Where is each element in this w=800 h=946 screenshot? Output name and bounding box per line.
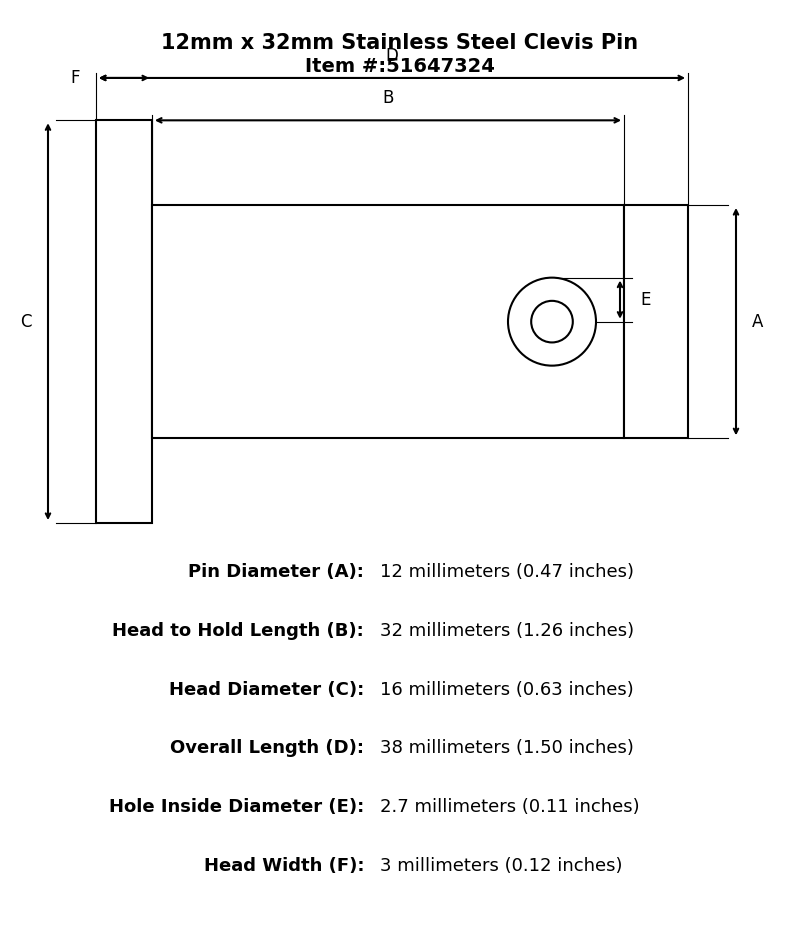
Text: E: E — [640, 290, 650, 308]
Text: 32 millimeters (1.26 inches): 32 millimeters (1.26 inches) — [380, 622, 634, 640]
Text: A: A — [752, 312, 763, 331]
Text: 2.7 millimeters (0.11 inches): 2.7 millimeters (0.11 inches) — [380, 797, 640, 816]
Bar — [96, 120, 152, 523]
Text: F: F — [70, 69, 80, 87]
Text: B: B — [382, 89, 394, 107]
Text: 38 millimeters (1.50 inches): 38 millimeters (1.50 inches) — [380, 739, 634, 758]
Text: C: C — [21, 312, 32, 331]
Text: Head Width (F):: Head Width (F): — [203, 856, 364, 875]
Text: Pin Diameter (A):: Pin Diameter (A): — [188, 563, 364, 582]
Ellipse shape — [508, 277, 596, 366]
Text: 12 millimeters (0.47 inches): 12 millimeters (0.47 inches) — [380, 563, 634, 582]
Bar — [624, 205, 688, 438]
Text: Head to Hold Length (B):: Head to Hold Length (B): — [112, 622, 364, 640]
Text: Item #:51647324: Item #:51647324 — [305, 57, 495, 76]
Text: 3 millimeters (0.12 inches): 3 millimeters (0.12 inches) — [380, 856, 622, 875]
Text: D: D — [386, 46, 398, 64]
Text: Hole Inside Diameter (E):: Hole Inside Diameter (E): — [109, 797, 364, 816]
Text: 12mm x 32mm Stainless Steel Clevis Pin: 12mm x 32mm Stainless Steel Clevis Pin — [162, 33, 638, 53]
Ellipse shape — [531, 301, 573, 342]
Text: Head Diameter (C):: Head Diameter (C): — [169, 680, 364, 699]
Text: Overall Length (D):: Overall Length (D): — [170, 739, 364, 758]
Text: 16 millimeters (0.63 inches): 16 millimeters (0.63 inches) — [380, 680, 634, 699]
Bar — [152, 205, 624, 438]
